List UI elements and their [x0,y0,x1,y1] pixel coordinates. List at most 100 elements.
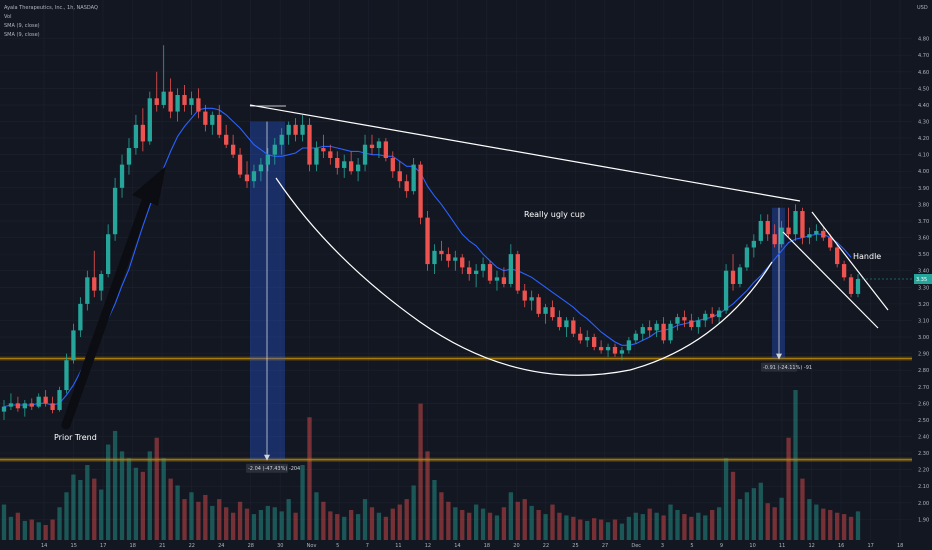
candle-body [369,144,375,149]
time-tick-label: 16 [838,543,844,549]
candle-body [126,148,132,165]
volume-bar [168,478,173,540]
volume-bar [848,516,854,540]
time-tick-label: 3 [661,543,664,549]
last-price-label: 3.35 [916,277,927,283]
candle-body [355,164,361,172]
candle-body [751,240,757,248]
sma-line [3,107,852,408]
candle-body [425,217,430,265]
candle-body [404,181,409,192]
price-tick-label: 4.80 [918,37,929,43]
candle-body [376,141,382,149]
volume-bar [105,444,111,540]
volume-bar [473,504,479,540]
volume-bar [612,519,618,540]
volume-bar [383,516,389,540]
volume-bar [286,499,291,540]
candle-body [85,277,90,304]
volume-bar [800,478,805,540]
candle-body [397,171,402,182]
cup-curve[interactable] [275,177,773,376]
price-tick-label: 3.60 [918,236,929,242]
candle-body [841,264,847,278]
volume-bar [793,390,798,540]
candle-body [689,320,694,328]
time-axis[interactable]: 14 15 17 18 21 22 24 28 30 Nov 5 7 11 12 14 18 20 22 25 27 D… [41,543,903,549]
sma-path [3,107,852,408]
candle-body [432,250,437,265]
price-tick-label: 2.50 [918,418,929,424]
candle-body [786,227,791,235]
volume-bar [640,514,645,540]
candle-body [321,148,326,152]
price-tick-label: 3.80 [918,202,929,208]
candle-body [494,277,500,281]
symbol-title[interactable]: Ayala Therapeutics, Inc., 1h, NASDAQ [4,5,98,11]
prior-trend-arrow-head [132,166,166,206]
cup-rim-trendline[interactable] [249,104,801,202]
volume-bar [453,507,458,540]
candle-body [640,327,645,334]
candle-body [543,307,548,314]
price-tick-label: 2.90 [918,352,929,358]
candle-body [57,390,62,410]
volume-bar [779,497,784,540]
volume-bar [737,499,743,540]
time-tick-label: 30 [277,543,283,549]
candle-body [307,124,312,165]
volume-bar [119,451,125,540]
candle-body [647,327,652,331]
volume-bar [1,504,7,540]
handle-upper-line[interactable] [811,211,889,311]
volume-bar [328,511,333,540]
time-tick-label: 17 [867,543,873,549]
volume-bar [682,514,687,540]
candle-body [314,148,319,165]
volume-bar [578,519,583,540]
candle-body [453,257,458,261]
candle-body [855,279,861,294]
time-tick-label: 12 [808,543,814,549]
candle-body [22,403,27,409]
volume-bar [585,520,590,540]
cup-label: Really ugly cup [524,210,585,219]
volume-bar [50,519,55,540]
volume-legend[interactable]: Vol [4,14,11,20]
handle-label: Handle [853,252,881,261]
volume-bar [841,514,847,540]
candle-body [168,91,173,112]
candle-body [772,234,777,245]
sma-legend-2[interactable]: SMA (9, close) [4,32,40,38]
volume-bar [661,515,666,540]
candle-body [8,403,14,407]
candle-body [439,250,444,255]
candle-body [744,247,750,268]
volume-bar [362,499,368,540]
volume-bar [411,485,416,540]
sma-legend-1[interactable]: SMA (9, close) [4,23,40,29]
candle-body [619,350,625,354]
candle-body [467,267,472,275]
candle-body [29,403,34,407]
candle-body [710,313,715,318]
candle-body [668,323,673,341]
price-axis[interactable]: USD 4.80 4.70 4.60 4.50 4.40 4.30 4.20 4.10 4.00… [917,5,929,523]
time-tick-label: 5 [336,543,339,549]
candle-body [814,230,819,235]
price-tick-label: 2.20 [918,468,929,474]
candle-body [633,333,638,341]
volume-bar [633,512,638,540]
volume-bar [369,507,375,540]
volume-bar [730,471,736,540]
candle-body [828,237,833,248]
candle-body [508,254,513,284]
candle-body [473,270,479,275]
candle-body [36,396,41,407]
handle-lower-line[interactable] [782,231,879,329]
time-tick-label: 25 [572,543,578,549]
candle-body [696,320,701,328]
candle-body [15,403,21,409]
time-tick-label: 22 [189,543,195,549]
